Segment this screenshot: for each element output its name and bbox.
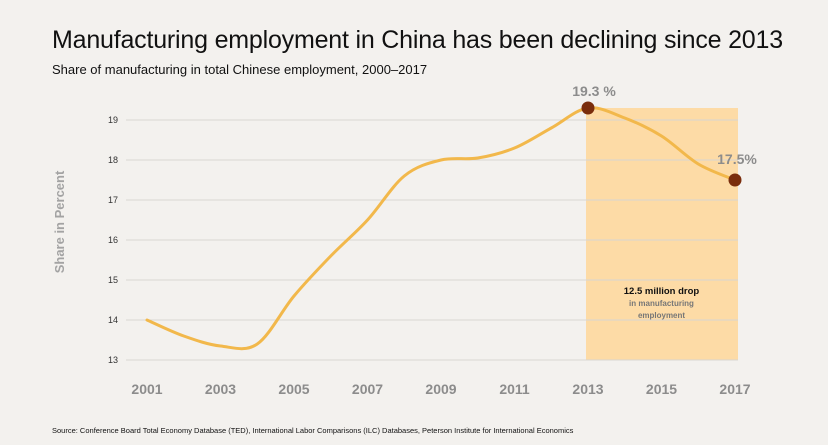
- chart-subtitle: Share of manufacturing in total Chinese …: [52, 62, 428, 77]
- y-tick-label: 17: [108, 195, 118, 205]
- data-point-marker: [581, 101, 595, 115]
- x-tick-label: 2005: [278, 381, 309, 397]
- highlight-band: [586, 108, 738, 360]
- y-tick-label: 16: [108, 235, 118, 245]
- x-tick-label: 2013: [572, 381, 603, 397]
- chart-title: Manufacturing employment in China has be…: [52, 26, 783, 54]
- y-tick-label: 18: [108, 155, 118, 165]
- y-axis-label: Share in Percent: [52, 170, 67, 273]
- y-tick-label: 14: [108, 315, 118, 325]
- source-note: Source: Conference Board Total Economy D…: [52, 426, 574, 435]
- annotation-title: 12.5 million drop: [624, 286, 700, 297]
- data-value-label: 17.5%: [717, 151, 757, 167]
- x-tick-label: 2015: [646, 381, 677, 397]
- annotation-text: employment: [638, 311, 685, 320]
- x-tick-label: 2007: [352, 381, 383, 397]
- x-tick-label: 2011: [499, 381, 530, 397]
- x-tick-label: 2003: [205, 381, 236, 397]
- y-tick-label: 19: [108, 115, 118, 125]
- annotation-text: in manufacturing: [629, 299, 694, 308]
- x-tick-label: 2001: [131, 381, 162, 397]
- x-tick-label: 2009: [425, 381, 456, 397]
- y-tick-label: 13: [108, 355, 118, 365]
- x-tick-label: 2017: [719, 381, 750, 397]
- series-line: [145, 106, 737, 351]
- line-chart: 13 14 15 16 17 18 19 2001 2003 2005 2007 2009 2011 20…: [52, 83, 757, 397]
- data-point-marker: [728, 173, 742, 187]
- y-tick-label: 15: [108, 275, 118, 285]
- data-value-label: 19.3 %: [572, 83, 616, 99]
